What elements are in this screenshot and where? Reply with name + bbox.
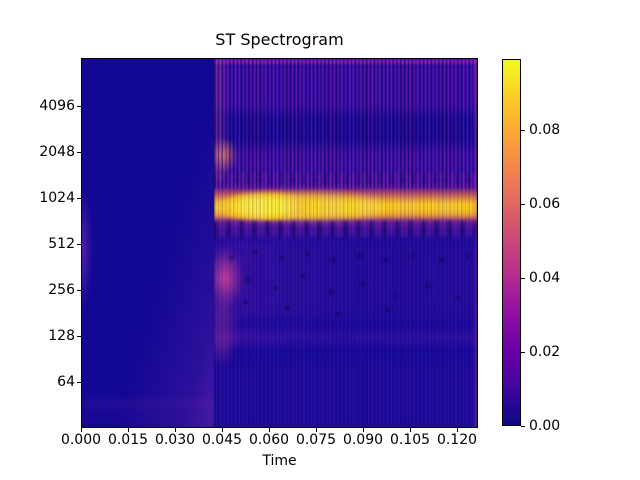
- dark-dot: [464, 253, 471, 259]
- x-tick-mark: [316, 428, 317, 432]
- dark-dot: [278, 255, 285, 261]
- right-edge-column: [474, 59, 477, 427]
- y-tick-mark: [77, 290, 81, 291]
- dark-dot: [360, 281, 367, 287]
- x-tick-mark: [222, 428, 223, 432]
- dotted-row-below-band: [214, 221, 477, 237]
- y-tick-mark: [77, 336, 81, 337]
- colorbar-tick-label: 0.02: [529, 344, 561, 360]
- dark-dot: [392, 293, 399, 299]
- colorbar-tick-label: 0.08: [529, 122, 561, 138]
- vertical-striping-strong: [214, 59, 477, 189]
- x-tick-label: 0.030: [154, 432, 196, 448]
- low-frequency-wash: [214, 359, 477, 427]
- onset-transient-tail: [214, 299, 233, 361]
- y-tick-label: 256: [48, 282, 75, 298]
- sound-active-region: [214, 59, 477, 427]
- y-tick-label: 4096: [39, 98, 75, 114]
- dark-dot: [228, 255, 235, 261]
- x-tick-label: 0.075: [295, 432, 337, 448]
- x-tick-label: 0.045: [201, 432, 243, 448]
- x-tick-mark: [81, 428, 82, 432]
- x-tick-mark: [363, 428, 364, 432]
- band-128hz: [214, 329, 477, 345]
- dark-dot: [454, 295, 461, 301]
- y-tick-label: 128: [48, 328, 75, 344]
- x-tick-label: 0.120: [436, 432, 478, 448]
- x-tick-mark: [128, 428, 129, 432]
- y-tick-mark: [77, 244, 81, 245]
- pre-onset-wedge: [82, 59, 216, 427]
- x-tick-mark: [457, 428, 458, 432]
- y-tick-mark: [77, 152, 81, 153]
- y-tick-mark: [77, 106, 81, 107]
- dark-dot: [438, 257, 445, 263]
- dark-dot: [300, 273, 307, 279]
- colorbar-tick-label: 0.00: [529, 418, 561, 434]
- x-tick-label: 0.105: [389, 432, 431, 448]
- y-tick-label: 1024: [39, 190, 75, 206]
- dark-dot: [284, 305, 291, 311]
- spectrogram-image: [81, 58, 478, 428]
- dark-dot: [410, 253, 417, 259]
- colorbar-tick-mark: [521, 204, 525, 205]
- dark-dot: [252, 249, 259, 255]
- colorbar-tick-mark: [521, 278, 525, 279]
- x-tick-label: 0.000: [60, 432, 102, 448]
- chart-title: ST Spectrogram: [215, 30, 344, 49]
- y-tick-label: 64: [57, 374, 75, 390]
- dark-dot: [424, 283, 431, 289]
- y-tick-mark: [77, 198, 81, 199]
- x-tick-mark: [269, 428, 270, 432]
- dark-dot: [334, 311, 341, 317]
- colorbar-tick-mark: [521, 130, 525, 131]
- x-axis-label: Time: [262, 453, 297, 469]
- dark-dot: [244, 277, 251, 283]
- dark-dot: [328, 289, 335, 295]
- y-tick-label: 2048: [39, 144, 75, 160]
- dark-dot: [304, 251, 311, 257]
- fundamental-band-hotspot: [218, 192, 310, 221]
- dark-dot: [242, 299, 249, 305]
- dark-dot: [384, 307, 391, 313]
- x-tick-label: 0.090: [342, 432, 384, 448]
- y-tick-mark: [77, 382, 81, 383]
- dark-dot: [272, 285, 279, 291]
- colorbar-tick-mark: [521, 426, 525, 427]
- dark-dot: [330, 257, 337, 263]
- x-tick-mark: [175, 428, 176, 432]
- y-tick-label: 512: [48, 236, 75, 252]
- colorbar: [502, 59, 521, 426]
- x-tick-label: 0.060: [248, 432, 290, 448]
- colorbar-tick-label: 0.04: [529, 270, 561, 286]
- colorbar-tick-mark: [521, 352, 525, 353]
- left-edge-smear: [82, 187, 92, 312]
- colorbar-tick-label: 0.06: [529, 196, 561, 212]
- vertical-striping-faint: [214, 189, 477, 427]
- dark-dot: [382, 257, 389, 263]
- x-tick-mark: [410, 428, 411, 432]
- dark-dot: [356, 253, 363, 259]
- x-tick-label: 0.015: [107, 432, 149, 448]
